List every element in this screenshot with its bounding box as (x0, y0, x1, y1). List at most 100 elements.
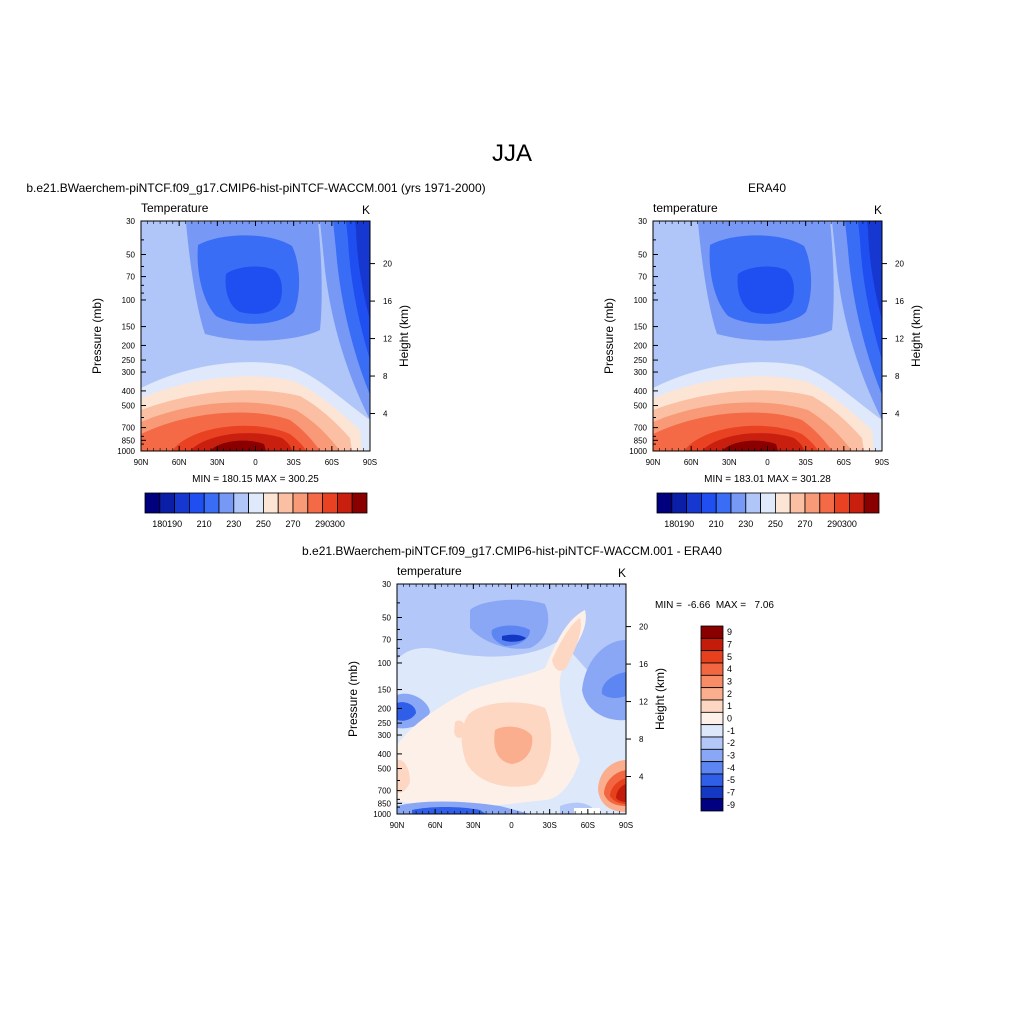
tropopause-contour-inner (737, 266, 794, 314)
colorbar-label: 300 (330, 519, 345, 529)
colorbar-swatch (700, 687, 724, 701)
colorbar-swatch (144, 492, 161, 514)
colorbar-swatch (700, 785, 724, 800)
contour-fill (141, 221, 370, 451)
colorbar-label: 1 (727, 701, 732, 711)
colorbar-swatch (336, 492, 353, 514)
pressure-tick-label: 150 (122, 323, 136, 332)
height-tick-label: 12 (895, 335, 904, 344)
colorbar-swatch (203, 492, 220, 514)
latitude-tick-label: 30S (543, 821, 557, 830)
colorbar-swatch (700, 724, 724, 738)
y-axis-title: Pressure (mb) (90, 298, 104, 374)
latitude-tick-label: 60N (684, 458, 699, 467)
y-axis-right-title: Height (km) (397, 305, 411, 367)
latitude-tick-label: 0 (765, 458, 770, 467)
height-tick-label: 16 (639, 660, 648, 669)
colorbar-swatch (700, 798, 724, 812)
colorbar-swatch (351, 492, 368, 514)
colorbar-label: 5 (727, 652, 732, 662)
height-tick-label: 12 (639, 698, 648, 707)
height-tick-label: 8 (383, 372, 388, 381)
colorbar-label: 4 (727, 664, 732, 674)
colorbar-swatch (159, 492, 176, 514)
colorbar-swatch (700, 773, 724, 787)
colorbar-label: -7 (727, 788, 735, 798)
colorbar-label: 290 (827, 519, 842, 529)
pressure-tick-label: 700 (634, 424, 648, 433)
page-title: JJA (492, 140, 532, 167)
latitude-tick-label: 60S (325, 458, 339, 467)
panel-units-label: K (874, 203, 882, 217)
colorbar-swatch (760, 492, 776, 514)
colorbar-swatch (248, 492, 264, 514)
colorbar-swatch (292, 492, 309, 514)
panel-min-max-stats: MIN = 180.15 MAX = 300.25 (192, 474, 319, 485)
latitude-tick-label: 0 (253, 458, 258, 467)
latitude-tick-label: 30S (799, 458, 813, 467)
colorbar-label: 7 (727, 640, 732, 650)
colorbar-label: -1 (727, 726, 735, 736)
colorbar-label: 180 (152, 519, 167, 529)
pressure-tick-label: 300 (378, 731, 392, 740)
colorbar-swatch (789, 492, 806, 514)
y-axis-title: Pressure (mb) (602, 298, 616, 374)
height-tick-label: 8 (639, 735, 644, 744)
height-tick-label: 4 (895, 410, 900, 419)
height-tick-label: 4 (383, 410, 388, 419)
colorbar-swatch (700, 637, 724, 652)
colorbar-label: 3 (727, 677, 732, 687)
colorbar-swatch (700, 662, 724, 676)
pressure-tick-label: 30 (382, 580, 391, 589)
latitude-tick-label: 90N (134, 458, 149, 467)
colorbar-swatch (700, 761, 724, 775)
colorbar-swatch (322, 492, 338, 514)
colorbar-swatch (730, 492, 747, 514)
colorbar-label: 2 (727, 689, 732, 699)
colorbar-swatch (262, 492, 279, 514)
height-tick-label: 20 (383, 260, 392, 269)
antarctic-positive-max (616, 784, 626, 802)
pressure-tick-label: 200 (378, 704, 392, 713)
pressure-tick-label: 1000 (117, 447, 135, 456)
pressure-tick-label: 70 (126, 273, 135, 282)
pressure-tick-label: 250 (378, 719, 392, 728)
panel-case-title: b.e21.BWaerchem-piNTCF.f09_g17.CMIP6-his… (302, 544, 722, 558)
height-tick-label: 20 (895, 260, 904, 269)
troposphere-contour-max (210, 440, 266, 451)
colorbar-label: 210 (197, 519, 212, 529)
colorbar-swatch (700, 625, 724, 639)
colorbar-swatch (819, 492, 835, 514)
latitude-tick-label: 90S (363, 458, 377, 467)
pressure-tick-label: 30 (638, 217, 647, 226)
colorbar-swatch (700, 736, 724, 750)
pressure-tick-label: 100 (634, 296, 648, 305)
latitude-tick-label: 60S (837, 458, 851, 467)
pressure-tick-label: 500 (378, 765, 392, 774)
pressure-tick-label: 100 (122, 296, 136, 305)
era40-temperature-panel: ERA40 temperature K (652, 181, 883, 452)
stratosphere-light-band (141, 221, 198, 334)
pressure-tick-label: 50 (638, 251, 647, 260)
colorbar-swatch (686, 492, 702, 514)
contour-fill (397, 584, 626, 814)
latitude-tick-label: 90N (646, 458, 661, 467)
pressure-tick-label: 400 (122, 387, 136, 396)
latitude-tick-label: 60N (172, 458, 187, 467)
pressure-tick-label: 850 (634, 436, 648, 445)
latitude-tick-label: 30N (466, 821, 481, 830)
panel-units-label: K (362, 203, 370, 217)
pressure-tick-label: 150 (378, 686, 392, 695)
colorbar-label: 190 (167, 519, 182, 529)
colorbar-swatch (775, 492, 791, 514)
height-tick-label: 16 (383, 297, 392, 306)
model-temperature-panel: b.e21.BWaerchem-piNTCF.f09_g17.CMIP6-his… (26, 181, 486, 452)
colorbar-label: 250 (768, 519, 783, 529)
colorbar-label: 290 (315, 519, 330, 529)
panel-variable-label: temperature (397, 564, 462, 578)
right-negative-band (582, 640, 626, 721)
pressure-tick-label: 200 (634, 341, 648, 350)
pressure-tick-label: 400 (378, 750, 392, 759)
pressure-tick-label: 400 (634, 387, 648, 396)
colorbar-swatch (700, 650, 724, 664)
